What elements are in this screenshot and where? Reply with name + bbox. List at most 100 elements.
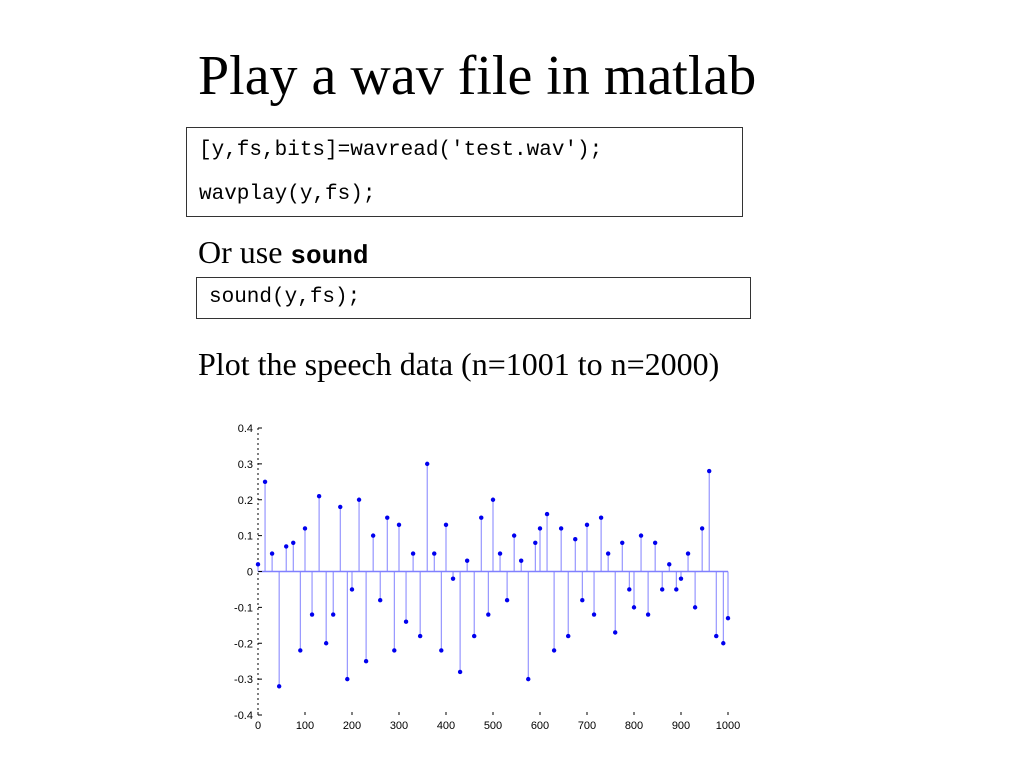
stem-marker — [714, 633, 719, 639]
stem-marker — [652, 540, 658, 545]
stem-marker — [291, 540, 296, 545]
x-tick-label: 500 — [484, 720, 502, 732]
stem-marker — [519, 558, 524, 563]
code-line-wavplay: wavplay(y,fs); — [199, 183, 376, 206]
x-tick-label: 800 — [625, 720, 643, 732]
stem-marker — [725, 615, 731, 621]
stem-marker — [298, 648, 303, 653]
stem-marker — [432, 551, 437, 556]
stem-marker — [425, 461, 430, 467]
code-line-sound: sound(y,fs); — [209, 286, 361, 309]
x-tick-label: 1000 — [716, 720, 740, 732]
stem-marker — [490, 497, 496, 502]
stem-marker — [316, 493, 322, 499]
stem-marker — [613, 630, 618, 635]
stem-marker — [276, 684, 282, 689]
stem-marker — [331, 612, 336, 617]
stem-marker — [363, 658, 369, 664]
plot-description: Plot the speech data (n=1001 to n=2000) — [198, 346, 720, 382]
stem-marker — [544, 511, 550, 517]
stem-marker — [674, 587, 679, 592]
stem-marker — [410, 551, 416, 556]
stem-marker — [699, 526, 705, 531]
x-tick-label: 100 — [296, 720, 314, 732]
stem-marker — [605, 551, 611, 556]
stem-marker — [721, 641, 726, 646]
stem-marker — [385, 515, 390, 520]
stem-marker — [551, 648, 557, 653]
stem-marker — [566, 633, 571, 639]
y-tick-label: -0.1 — [234, 602, 253, 614]
stem-marker — [526, 676, 531, 682]
stem-marker — [255, 562, 261, 567]
stem-marker — [631, 605, 637, 610]
y-tick-label: 0 — [247, 567, 253, 579]
stem-marker — [598, 515, 604, 520]
stem-marker — [309, 612, 315, 617]
x-tick-label: 0 — [255, 720, 261, 732]
stem-marker — [262, 479, 268, 485]
stem-marker — [511, 533, 517, 538]
stem-marker — [472, 633, 477, 639]
x-tick-label: 900 — [672, 720, 690, 732]
stem-marker — [486, 612, 491, 617]
stem-plot: 0.40.30.20.10-0.1-0.2-0.3-0.40 100 200 300 4… — [234, 423, 740, 732]
code-line-wavread: [y,fs,bits]=wavread('test.wav'); — [199, 139, 603, 162]
stem-marker — [403, 619, 409, 624]
stem-marker — [533, 540, 538, 545]
stem-marker — [660, 587, 665, 592]
stem-marker — [537, 526, 543, 531]
stem-marker — [392, 648, 397, 653]
y-tick-label: 0.3 — [238, 459, 253, 471]
stem-marker — [370, 533, 376, 538]
stem-marker — [707, 468, 712, 474]
x-tick-label: 600 — [531, 720, 549, 732]
or-use-text: Or use sound — [198, 232, 368, 276]
y-tick-label: 0.2 — [238, 495, 253, 507]
stem-marker — [580, 598, 585, 603]
stem-marker — [627, 587, 632, 592]
x-tick-label: 400 — [437, 720, 455, 732]
code-block-wavread: [y,fs,bits]=wavread('test.wav'); wavplay… — [186, 127, 743, 217]
x-tick-label: 300 — [390, 720, 408, 732]
stem-marker — [685, 551, 691, 556]
stem-marker — [356, 497, 362, 502]
stem-marker — [323, 641, 329, 646]
stem-marker — [457, 669, 463, 675]
stem-marker — [558, 526, 564, 531]
stem-marker — [479, 515, 484, 520]
stem-marker — [302, 526, 308, 531]
stem-marker — [504, 598, 510, 603]
stem-marker — [349, 587, 355, 592]
sound-keyword: sound — [290, 241, 369, 271]
stem-marker — [667, 562, 672, 567]
code-block-sound: sound(y,fs); — [196, 277, 751, 319]
stem-marker — [269, 551, 275, 556]
stem-marker — [345, 676, 350, 682]
stem-marker — [620, 540, 625, 545]
stem-marker — [450, 576, 456, 581]
stem-marker — [378, 598, 383, 603]
stem-marker — [497, 551, 503, 556]
slide-title: Play a wav file in matlab — [198, 45, 757, 107]
x-tick-label: 200 — [343, 720, 361, 732]
y-tick-label: -0.2 — [234, 638, 253, 650]
stem-marker — [638, 533, 644, 538]
y-tick-label: 0.4 — [238, 423, 253, 435]
stem-marker — [573, 537, 578, 542]
stem-marker — [439, 648, 444, 653]
stem-marker — [417, 633, 423, 639]
stem-marker — [396, 522, 402, 528]
y-tick-label: -0.4 — [234, 710, 253, 722]
stem-marker — [338, 504, 343, 510]
stem-marker — [678, 576, 684, 581]
x-tick-label: 700 — [578, 720, 596, 732]
y-tick-label: -0.3 — [234, 674, 253, 686]
stem-marker — [645, 612, 651, 617]
stem-marker — [692, 605, 698, 610]
stem-marker — [591, 612, 597, 617]
stem-marker — [443, 522, 449, 528]
stem-marker — [584, 522, 590, 528]
stem-marker — [284, 544, 289, 549]
y-tick-label: 0.1 — [238, 531, 253, 543]
